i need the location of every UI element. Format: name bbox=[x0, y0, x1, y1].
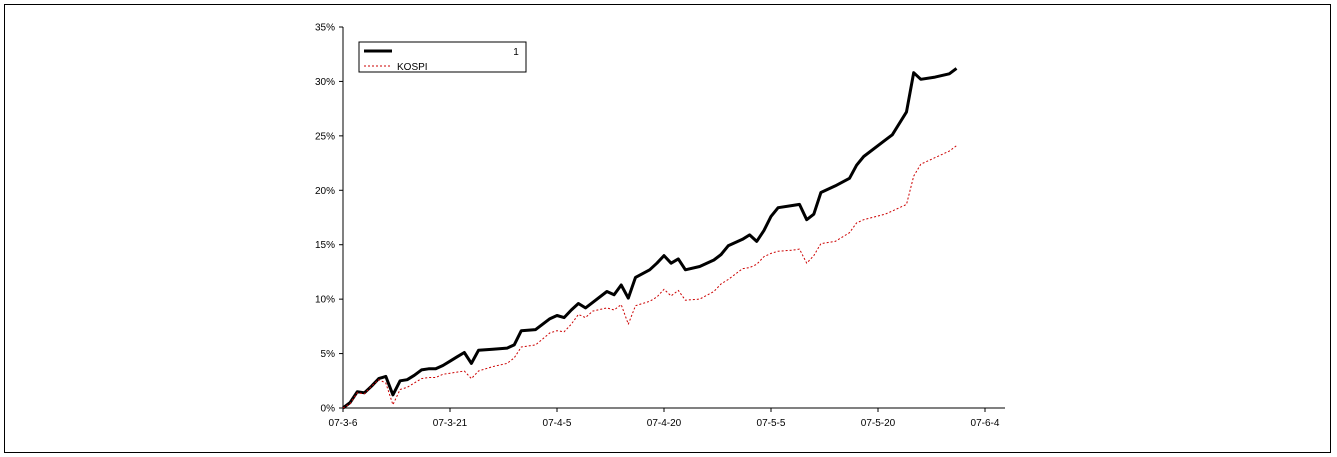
x-tick-label: 07-3-6 bbox=[329, 418, 358, 429]
x-tick-label: 07-5-5 bbox=[757, 418, 786, 429]
axes: 0% 5% 10% 15% 20% 25% 30% 35% 07-3-6 07-3-21 07-4-… bbox=[315, 23, 1005, 429]
legend-label-series-1: 1 bbox=[513, 47, 519, 58]
legend-label-kospi: KOSPI bbox=[397, 62, 428, 73]
series-layer bbox=[342, 67, 958, 410]
y-tick-label: 20% bbox=[315, 186, 335, 197]
series-line-kospi bbox=[342, 145, 957, 409]
x-tick-label: 07-4-5 bbox=[543, 418, 572, 429]
x-tick-label: 07-3-21 bbox=[433, 418, 468, 429]
y-tick-label: 0% bbox=[321, 404, 336, 415]
legend-box bbox=[358, 41, 527, 73]
y-tick-label: 35% bbox=[315, 23, 335, 34]
y-tick-label: 15% bbox=[315, 240, 335, 251]
y-tick-label: 10% bbox=[315, 295, 335, 306]
y-tick-label: 25% bbox=[315, 131, 335, 142]
y-tick-label: 5% bbox=[321, 349, 336, 360]
x-tick-label: 07-4-20 bbox=[647, 418, 682, 429]
x-tick-label: 07-5-20 bbox=[861, 418, 896, 429]
x-tick-label: 07-6-4 bbox=[971, 418, 1000, 429]
y-tick-label: 30% bbox=[315, 77, 335, 88]
chart-frame bbox=[4, 4, 1331, 453]
legend: 1 KOSPI bbox=[358, 41, 527, 73]
series-line-series-1 bbox=[342, 67, 958, 410]
